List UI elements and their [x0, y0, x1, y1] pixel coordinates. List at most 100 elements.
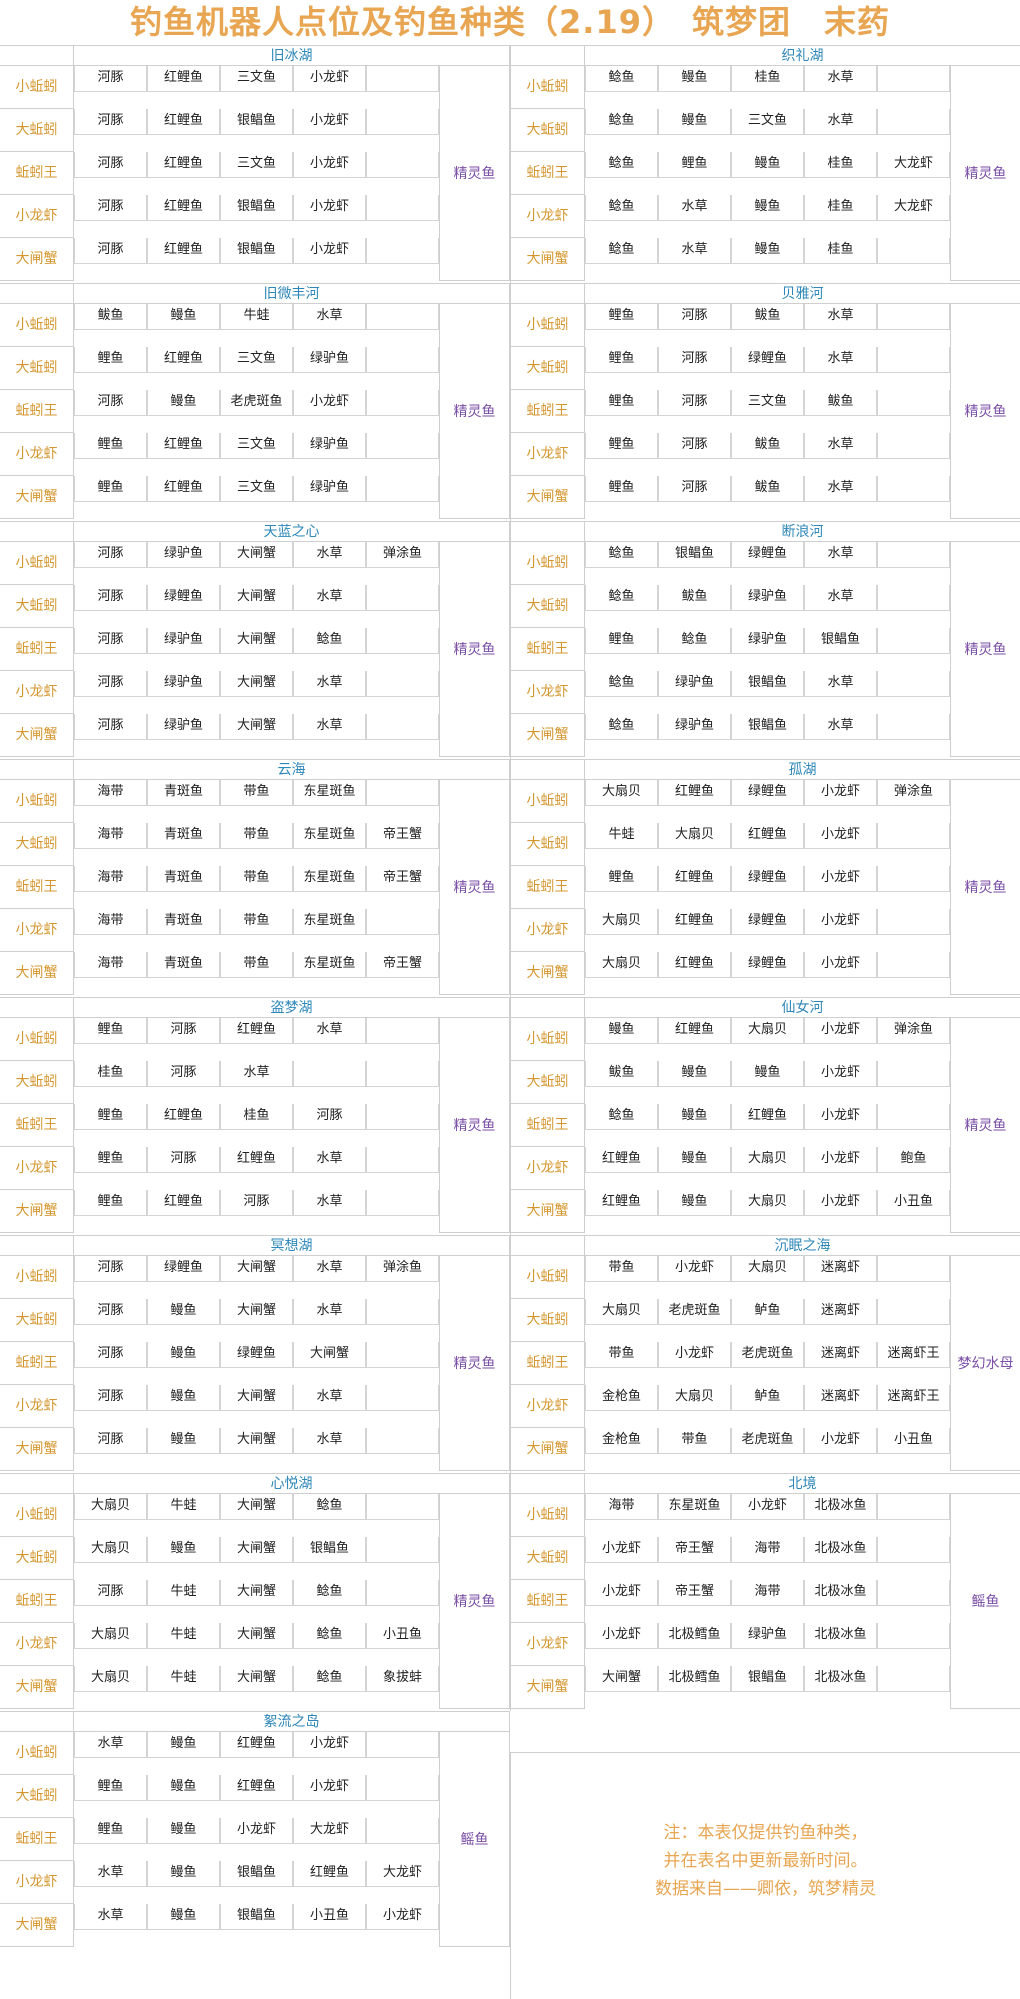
fish-cell: 河豚 — [220, 1190, 293, 1216]
fish-cell: 带鱼 — [585, 1256, 658, 1282]
fish-cell: 银鲳鱼 — [731, 1666, 804, 1692]
special-fish: 精灵鱼 — [439, 66, 510, 281]
fish-cell: 小龙虾 — [293, 238, 366, 264]
section-13: 心悦湖 小蚯蚓 大扇贝 牛蛙 大闸蟹 鲶鱼 大蚯蚓 大扇贝 鳗鱼 大闸蟹 银鲳鱼 蚯蚓王 河豚 牛蛙 大闸蟹… — [0, 1473, 510, 1711]
fish-cell: 鳗鱼 — [658, 66, 731, 92]
fish-cell: 鲤鱼 — [74, 1818, 147, 1844]
fish-cell: 鲶鱼 — [585, 238, 658, 264]
bait-row: 大蚯蚓 海带 青斑鱼 带鱼 东星斑鱼 帝王蟹 — [0, 823, 510, 866]
bait-row: 大蚯蚓 小龙虾 帝王蟹 海带 北极冰鱼 — [511, 1537, 1020, 1580]
special-fish: 精灵鱼 — [439, 780, 510, 995]
fish-cell — [877, 671, 950, 697]
fish-cell: 小龙虾 — [804, 1018, 877, 1044]
bait-row: 小龙虾 河豚 红鲤鱼 银鲳鱼 小龙虾 — [0, 195, 510, 238]
bait-row: 小蚯蚓 鲤鱼 河豚 红鲤鱼 水草 — [0, 1018, 510, 1061]
bait-row: 大蚯蚓 桂鱼 河豚 水草 — [0, 1061, 510, 1104]
section-title: 旧微丰河 — [74, 283, 510, 304]
bait-row: 大蚯蚓 河豚 红鲤鱼 银鲳鱼 小龙虾 — [0, 109, 510, 152]
section-header-blank — [511, 283, 585, 304]
fish-cell: 海带 — [731, 1580, 804, 1606]
bait-row: 大闸蟹 大扇贝 红鲤鱼 绿鲤鱼 小龙虾 — [511, 952, 1020, 995]
section-7: 云海 小蚯蚓 海带 青斑鱼 带鱼 东星斑鱼 大蚯蚓 海带 青斑鱼 带鱼 东星斑鱼 帝王蟹 蚯蚓王 海带 青斑… — [0, 759, 510, 997]
bait-row: 小龙虾 鲶鱼 绿驴鱼 银鲳鱼 水草 — [511, 671, 1020, 714]
fish-cell: 大扇贝 — [585, 909, 658, 935]
fish-cell: 绿驴鱼 — [293, 347, 366, 373]
fish-cell: 海带 — [74, 909, 147, 935]
fish-cell: 水草 — [658, 195, 731, 221]
bait-label: 小蚯蚓 — [0, 304, 74, 347]
bait-label: 蚯蚓王 — [511, 1580, 585, 1623]
fish-cell: 绿鲤鱼 — [147, 1256, 220, 1282]
fish-cell: 大龙虾 — [877, 152, 950, 178]
bait-row: 小蚯蚓 大扇贝 牛蛙 大闸蟹 鲶鱼 — [0, 1494, 510, 1537]
bait-label: 蚯蚓王 — [511, 390, 585, 433]
fish-cell: 水草 — [804, 714, 877, 740]
bait-label: 蚯蚓王 — [511, 1342, 585, 1385]
bait-row: 蚯蚓王 鲶鱼 鳗鱼 红鲤鱼 小龙虾 — [511, 1104, 1020, 1147]
fish-cell: 绿鲤鱼 — [731, 866, 804, 892]
fish-cell: 小龙虾 — [804, 780, 877, 806]
fish-cell: 河豚 — [74, 390, 147, 416]
fish-cell — [366, 1342, 439, 1368]
fish-cell: 水草 — [293, 542, 366, 568]
fish-cell: 水草 — [74, 1861, 147, 1887]
bait-label: 小龙虾 — [0, 1385, 74, 1428]
fish-cell: 鲶鱼 — [585, 109, 658, 135]
fish-cell: 小龙虾 — [585, 1623, 658, 1649]
fish-cell: 绿鲤鱼 — [731, 347, 804, 373]
bait-row: 大蚯蚓 鲶鱼 鳗鱼 三文鱼 水草 — [511, 109, 1020, 152]
bait-label: 小龙虾 — [0, 671, 74, 714]
fish-cell: 小龙虾 — [293, 152, 366, 178]
fish-cell: 东星斑鱼 — [293, 780, 366, 806]
fish-cell: 大闸蟹 — [220, 1580, 293, 1606]
fish-cell: 绿驴鱼 — [147, 671, 220, 697]
special-fish: 精灵鱼 — [439, 1018, 510, 1233]
fish-cell: 鲤鱼 — [585, 347, 658, 373]
fish-cell: 带鱼 — [220, 909, 293, 935]
fish-cell: 鲤鱼 — [74, 1147, 147, 1173]
special-fish: 精灵鱼 — [439, 1256, 510, 1471]
fish-cell: 河豚 — [658, 390, 731, 416]
bait-row: 小龙虾 水草 鳗鱼 银鲳鱼 红鲤鱼 大龙虾 — [0, 1861, 510, 1904]
fish-cell: 大闸蟹 — [293, 1342, 366, 1368]
fish-cell: 鲤鱼 — [585, 866, 658, 892]
bait-row: 小蚯蚓 带鱼 小龙虾 大扇贝 迷离虾 — [511, 1256, 1020, 1299]
bait-label: 小蚯蚓 — [511, 1494, 585, 1537]
fish-cell: 大闸蟹 — [220, 1537, 293, 1563]
fish-cell: 小龙虾 — [658, 1342, 731, 1368]
fish-cell — [877, 714, 950, 740]
fish-cell: 水草 — [293, 714, 366, 740]
fish-cell: 三文鱼 — [731, 109, 804, 135]
section-title: 盗梦湖 — [74, 997, 510, 1018]
bait-label: 大蚯蚓 — [511, 109, 585, 152]
page-title: 钓鱼机器人点位及钓鱼种类（2.19） 筑梦团 末药 — [130, 3, 890, 41]
fish-cell — [877, 238, 950, 264]
bait-label: 大闸蟹 — [0, 714, 74, 757]
fish-cell: 银鲳鱼 — [804, 628, 877, 654]
fish-cell — [366, 152, 439, 178]
bait-row: 蚯蚓王 带鱼 小龙虾 老虎斑鱼 迷离虾 迷离虾王 — [511, 1342, 1020, 1385]
section-header-blank — [0, 759, 74, 780]
fish-cell: 小龙虾 — [804, 823, 877, 849]
bait-row: 大蚯蚓 鲶鱼 鲅鱼 绿驴鱼 水草 — [511, 585, 1020, 628]
fish-cell: 大闸蟹 — [220, 1299, 293, 1325]
fish-cell: 河豚 — [74, 585, 147, 611]
fish-cell: 银鲳鱼 — [293, 1537, 366, 1563]
bait-row: 蚯蚓王 河豚 鳗鱼 老虎斑鱼 小龙虾 — [0, 390, 510, 433]
fish-cell: 小龙虾 — [804, 1147, 877, 1173]
bait-row: 大闸蟹 金枪鱼 带鱼 老虎斑鱼 小龙虾 小丑鱼 — [511, 1428, 1020, 1471]
bait-row: 蚯蚓王 河豚 牛蛙 大闸蟹 鲶鱼 — [0, 1580, 510, 1623]
fish-cell: 红鲤鱼 — [731, 823, 804, 849]
fish-cell: 海带 — [74, 866, 147, 892]
fish-cell: 鲤鱼 — [658, 152, 731, 178]
fish-cell — [366, 714, 439, 740]
bait-label: 大蚯蚓 — [0, 585, 74, 628]
bait-row: 大闸蟹 河豚 红鲤鱼 银鲳鱼 小龙虾 — [0, 238, 510, 281]
fish-cell: 河豚 — [74, 714, 147, 740]
bait-label: 蚯蚓王 — [0, 1818, 74, 1861]
fish-cell: 弹涂鱼 — [366, 1256, 439, 1282]
fish-cell: 迷离虾王 — [877, 1385, 950, 1411]
section-9: 盗梦湖 小蚯蚓 鲤鱼 河豚 红鲤鱼 水草 大蚯蚓 桂鱼 河豚 水草 蚯蚓王 鲤鱼 红鲤鱼 桂鱼 河豚 小龙虾鲤… — [0, 997, 510, 1235]
fish-cell: 三文鱼 — [220, 66, 293, 92]
fish-cell: 老虎斑鱼 — [731, 1428, 804, 1454]
